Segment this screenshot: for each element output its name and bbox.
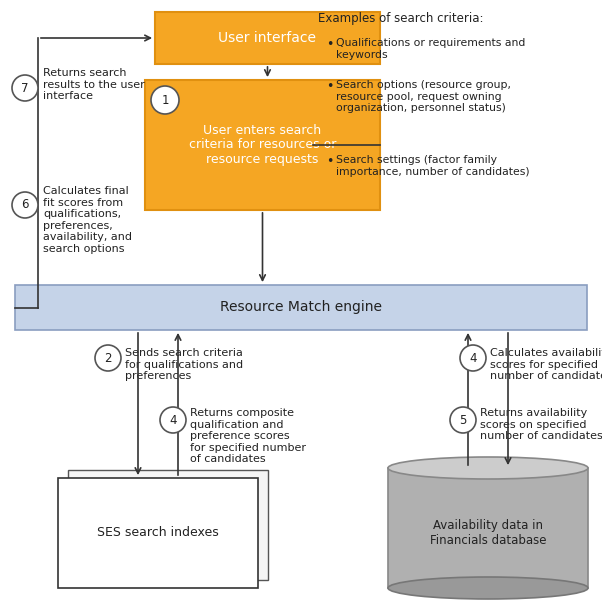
Text: Sends search criteria
for qualifications and
preferences: Sends search criteria for qualifications… [125,348,243,381]
Text: Search settings (factor family
importance, number of candidates): Search settings (factor family importanc… [336,155,530,176]
Text: Qualifications or requirements and
keywords: Qualifications or requirements and keywo… [336,38,526,59]
Text: •: • [326,155,334,168]
Circle shape [450,407,476,433]
Bar [145,80,380,210]
Text: 5: 5 [459,413,467,427]
Bar [58,478,258,588]
Text: Calculates final
fit scores from
qualifications,
preferences,
availability, and
: Calculates final fit scores from qualifi… [43,186,132,254]
Circle shape [12,192,38,218]
Ellipse shape [388,577,588,599]
Text: Returns composite
qualification and
preference scores
for specified number
of ca: Returns composite qualification and pref… [190,408,306,464]
Bar [15,285,587,330]
Text: Search options (resource group,
resource pool, request owning
organization, pers: Search options (resource group, resource… [336,80,511,113]
Text: 6: 6 [21,199,29,211]
Text: 2: 2 [104,351,112,364]
Text: Returns search
results to the user
interface: Returns search results to the user inter… [43,68,144,101]
Text: Examples of search criteria:: Examples of search criteria: [318,12,483,25]
Bar [68,470,268,580]
Text: •: • [326,80,334,93]
Text: User interface: User interface [219,31,317,45]
Circle shape [460,345,486,371]
Text: 7: 7 [21,81,29,95]
Text: 4: 4 [169,413,177,427]
Circle shape [160,407,186,433]
Text: User enters search
criteria for resources or
resource requests: User enters search criteria for resource… [189,124,336,167]
Text: SES search indexes: SES search indexes [97,527,219,539]
Bar [388,468,588,588]
Ellipse shape [388,457,588,479]
Text: 1: 1 [161,93,169,107]
Text: Returns availability
scores on specified
number of candidates: Returns availability scores on specified… [480,408,602,441]
Text: Calculates availability
scores for specified
number of candidates: Calculates availability scores for speci… [490,348,602,381]
Text: •: • [326,38,334,51]
Circle shape [95,345,121,371]
Circle shape [151,86,179,114]
Text: 4: 4 [469,351,477,364]
Text: Availability data in
Financials database: Availability data in Financials database [430,519,546,547]
Circle shape [12,75,38,101]
Text: Resource Match engine: Resource Match engine [220,301,382,315]
Bar [155,12,380,64]
